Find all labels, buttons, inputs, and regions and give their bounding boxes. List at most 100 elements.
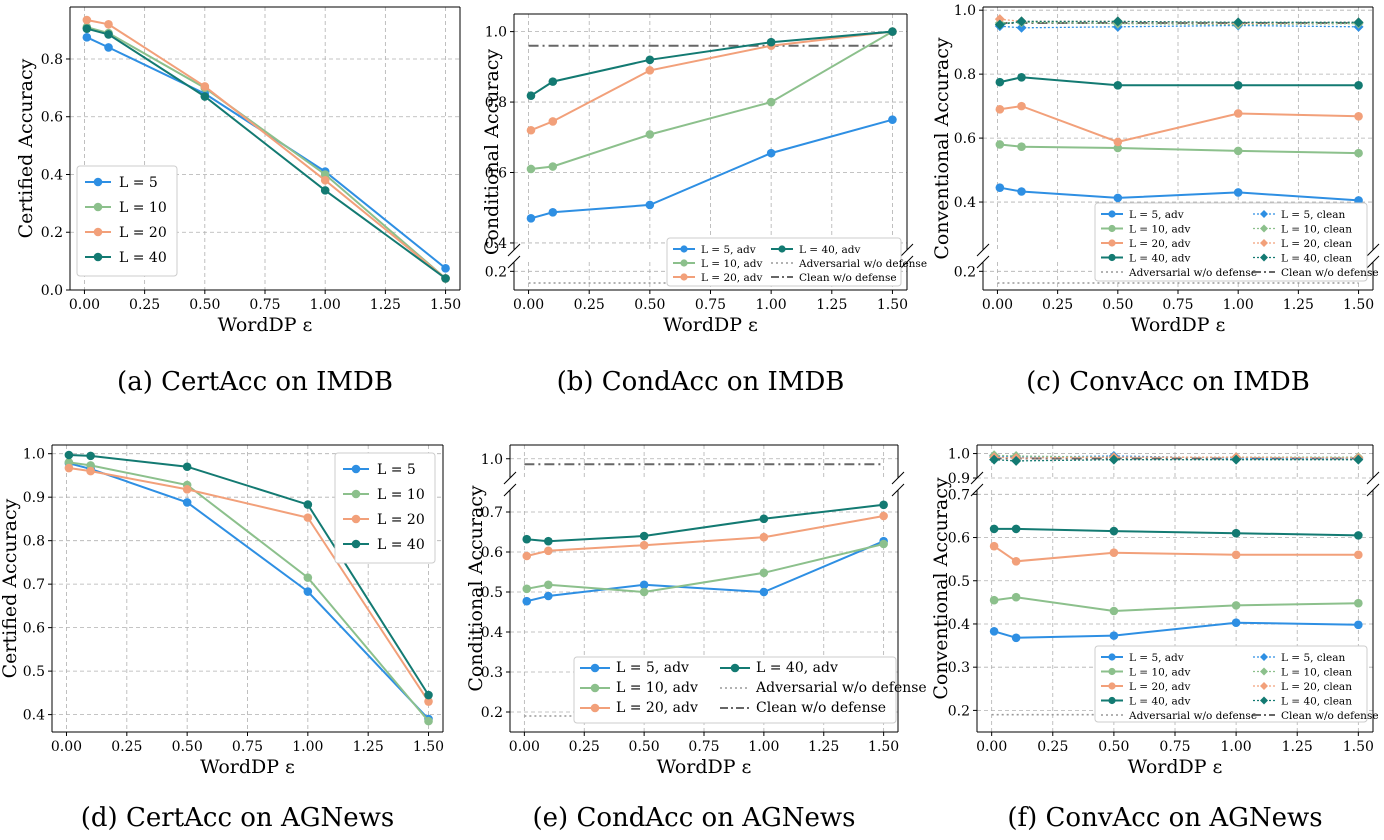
axis-break-mark xyxy=(1366,255,1380,269)
axis-break-mark xyxy=(1366,483,1380,497)
data-point-diamond xyxy=(1353,454,1364,465)
y-axis-title: Certified Accuracy xyxy=(15,58,37,238)
data-point xyxy=(544,536,553,546)
data-point xyxy=(526,91,536,101)
y-tick-label: 1.0 xyxy=(481,452,503,468)
data-point xyxy=(320,175,330,185)
legend-label: L = 10, clean xyxy=(1281,667,1352,679)
data-point xyxy=(64,450,74,460)
x-tick-label: 1.00 xyxy=(756,297,787,313)
data-point xyxy=(1109,631,1119,640)
x-tick-label: 0.25 xyxy=(111,739,142,755)
legend-label: L = 40 xyxy=(377,537,425,553)
data-point xyxy=(441,274,450,283)
data-point xyxy=(182,498,192,507)
chart-caption: (b) CondAcc on IMDB xyxy=(557,367,845,397)
legend-swatch-marker xyxy=(730,663,740,673)
data-point xyxy=(1354,620,1363,630)
x-tick-label: 1.00 xyxy=(748,739,779,755)
x-tick-label: 1.50 xyxy=(877,297,908,313)
legend-swatch-marker xyxy=(1108,253,1116,262)
data-point xyxy=(1017,73,1026,82)
chart-panel-d: 0.4 0.5 0.6 0.7 0.8 0.9 1.0 0.00 0.25 0.50 0.75 1.0… xyxy=(0,444,444,833)
legend-label: L = 40, adv xyxy=(799,244,860,256)
data-point xyxy=(759,514,769,524)
data-point xyxy=(1017,142,1026,152)
x-tick-label: 1.50 xyxy=(1343,739,1374,755)
data-point xyxy=(104,20,113,29)
legend-label: L = 5 xyxy=(377,462,416,478)
x-tick-label: 0.75 xyxy=(249,297,280,313)
data-point xyxy=(303,513,313,522)
legend-label: L = 10, adv xyxy=(616,680,698,696)
axis-break-mark xyxy=(503,483,517,497)
y-tick-label: 1.0 xyxy=(948,447,970,463)
series-line xyxy=(526,543,884,594)
data-point xyxy=(1354,598,1363,608)
data-point xyxy=(888,115,897,124)
legend-label: Adversarial w/o defense xyxy=(755,680,927,696)
y-tick-label: 0.3 xyxy=(948,660,970,676)
data-point xyxy=(766,97,776,107)
legend-label: L = 20 xyxy=(377,512,425,528)
axis-break-mark xyxy=(1366,243,1380,257)
x-tick-label: 1.25 xyxy=(1282,739,1313,755)
y-tick-label: 0.8 xyxy=(485,95,507,111)
legend-label: L = 5, adv xyxy=(701,244,756,256)
data-point xyxy=(639,531,649,541)
data-point xyxy=(82,24,92,33)
legend-swatch-marker xyxy=(351,464,361,474)
data-point xyxy=(989,627,999,636)
data-point xyxy=(995,183,1005,192)
legend-swatch-marker xyxy=(351,539,361,549)
chart-caption: (a) CertAcc on IMDB xyxy=(117,367,393,397)
series-line xyxy=(526,540,884,603)
legend-swatch-marker xyxy=(1108,696,1116,705)
data-point xyxy=(1109,606,1119,616)
legend-label: Adversarial w/o defense xyxy=(798,258,927,270)
y-tick-label: 0.5 xyxy=(481,585,503,601)
legend-swatch-marker xyxy=(680,259,688,267)
legend-label: L = 10, adv xyxy=(1129,667,1190,679)
data-point xyxy=(548,208,558,217)
data-point xyxy=(522,534,532,544)
series-line xyxy=(994,454,1359,458)
data-point xyxy=(1231,528,1241,538)
chart-panel-b: 0.4 0.6 0.8 1.0 0.2 0.00 0.25 0.50 0.75 1.00 1.25 1… xyxy=(481,13,927,397)
data-point xyxy=(182,462,192,472)
legend-label: L = 20, clean xyxy=(1281,238,1352,250)
axis-break-mark xyxy=(891,471,905,485)
y-tick-label: 0.7 xyxy=(948,487,970,503)
legend: L = 5, adv L = 10, adv L = 20, adv L = 40, … xyxy=(573,656,927,724)
data-point xyxy=(759,532,769,542)
data-point xyxy=(104,30,113,39)
data-point xyxy=(766,148,776,158)
data-point xyxy=(759,587,769,597)
x-tick-label: 1.00 xyxy=(292,739,323,755)
x-tick-label: 0.25 xyxy=(1042,297,1073,313)
legend-swatch-marker xyxy=(93,177,103,187)
legend-label: Clean w/o defense xyxy=(756,700,886,716)
data-point xyxy=(1233,188,1243,197)
data-point-diamond xyxy=(994,14,1005,25)
legend: L = 5, adv L = 10, adv L = 20, adv L = 40, … xyxy=(666,237,927,287)
series-line xyxy=(999,105,1359,143)
x-tick-label: 1.25 xyxy=(816,297,847,313)
legend-swatch-marker xyxy=(1260,653,1268,661)
data-point-diamond xyxy=(994,19,1005,30)
axis-break-mark xyxy=(970,471,984,485)
data-point xyxy=(1011,633,1021,643)
legend-label: L = 5, clean xyxy=(1281,652,1346,664)
data-point-diamond xyxy=(1353,17,1364,28)
series-line xyxy=(994,527,1359,537)
data-point xyxy=(1113,81,1123,90)
data-point xyxy=(645,66,655,75)
x-tick-label: 0.50 xyxy=(1098,739,1129,755)
legend-label: L = 40, clean xyxy=(1281,253,1352,265)
legend-label: L = 5, adv xyxy=(1129,209,1184,221)
data-point-diamond xyxy=(989,454,1000,465)
legend-swatch-marker xyxy=(1260,239,1268,247)
data-point xyxy=(82,33,92,42)
data-point xyxy=(645,130,655,139)
